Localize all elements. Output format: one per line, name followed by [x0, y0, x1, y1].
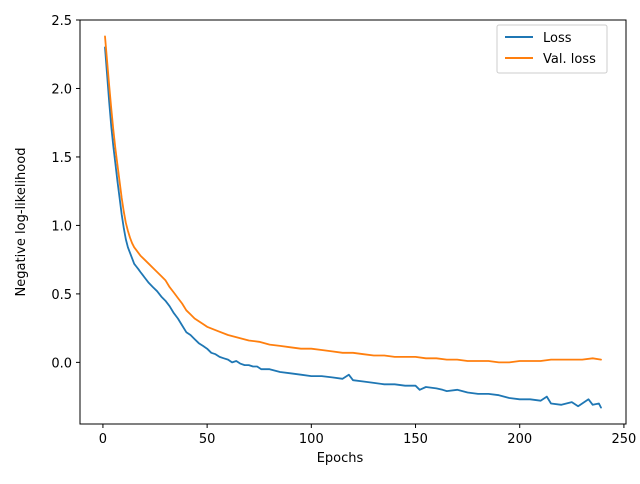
y-tick-label: 2.0: [51, 82, 72, 97]
x-axis-label: Epochs: [317, 451, 364, 466]
plot-frame: [79, 19, 627, 425]
y-axis-label: Negative log-likelihood: [14, 148, 29, 297]
x-tick-label: 100: [299, 432, 324, 447]
x-tick-label: 50: [199, 432, 216, 447]
y-tick-label: 1.0: [51, 219, 72, 234]
legend: Loss Val. loss: [496, 24, 608, 74]
legend-label-loss: Loss: [543, 31, 572, 46]
y-tick-label: 0.5: [51, 288, 72, 303]
y-tick-label: 0.0: [51, 356, 72, 371]
y-axis-ticks: 0.0 0.5 1.0 1.5 2.0 2.5: [51, 14, 80, 371]
x-tick-label: 150: [403, 432, 428, 447]
series-line-loss: [104, 46, 602, 409]
y-tick-label: 2.5: [51, 14, 72, 29]
x-axis-ticks: 0 50 100 150 200 250: [99, 424, 637, 447]
x-tick-label: 250: [612, 432, 637, 447]
series-line-val-loss: [104, 35, 602, 364]
y-tick-label: 1.5: [51, 151, 72, 166]
series-layer: [104, 35, 602, 409]
x-tick-label: 0: [99, 432, 107, 447]
x-tick-label: 200: [507, 432, 532, 447]
legend-label-val-loss: Val. loss: [543, 52, 596, 67]
